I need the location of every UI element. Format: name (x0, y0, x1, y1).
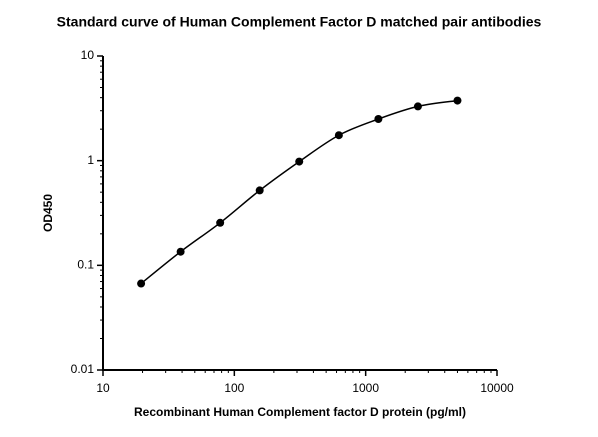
y-tick-label: 1 (87, 153, 94, 167)
data-point (453, 96, 462, 105)
y-tick-label: 10 (81, 48, 95, 62)
y-axis-label: OD450 (41, 194, 55, 232)
chart-title: Standard curve of Human Complement Facto… (57, 14, 542, 30)
data-point (334, 131, 343, 140)
data-point (295, 157, 304, 166)
data-point (216, 218, 225, 227)
data-point (137, 279, 146, 288)
data-point (413, 102, 422, 111)
x-tick-label: 1000 (352, 381, 379, 395)
y-tick-label: 0.01 (71, 362, 95, 376)
data-point (255, 186, 264, 195)
data-point (374, 115, 383, 124)
x-axis-label: Recombinant Human Complement factor D pr… (134, 405, 466, 419)
y-tick-label: 0.1 (77, 258, 94, 272)
x-tick-label: 10000 (480, 381, 514, 395)
x-tick-label: 10 (96, 381, 110, 395)
fit-curve (140, 99, 458, 285)
data-point (176, 247, 185, 256)
x-tick-label: 100 (224, 381, 244, 395)
